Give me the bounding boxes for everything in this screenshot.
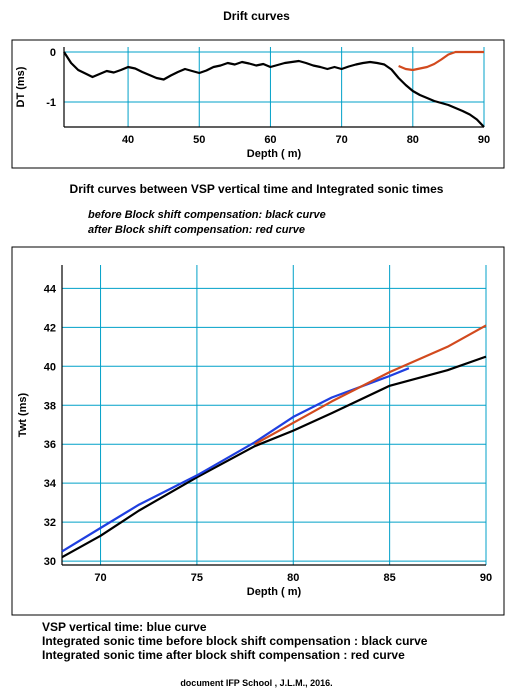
series-line-red <box>254 324 487 446</box>
twt-chart-frame <box>11 246 505 616</box>
y-tick-label: -1 <box>46 97 56 109</box>
x-axis-label: Depth ( m) <box>247 148 302 160</box>
credit-line: document IFP School , J.L.M., 2016. <box>180 678 333 688</box>
drift-chart: 40 50 60 70 80 90 0 -1 Depth ( m) DT (ms) <box>11 39 505 169</box>
drift-chart-title: Drift curves <box>223 9 290 23</box>
y-tick-label: 38 <box>44 400 56 412</box>
x-tick-label: 70 <box>94 572 106 584</box>
drift-caption: Drift curves between VSP vertical time a… <box>69 182 444 196</box>
y-tick-label: 42 <box>44 322 56 334</box>
legend-red: Integrated sonic time after block shift … <box>42 648 405 662</box>
legend-black: Integrated sonic time before block shift… <box>42 634 428 648</box>
y-axis-label: Twt (ms) <box>17 392 29 437</box>
x-tick-label: 75 <box>191 572 203 584</box>
x-tick-label: 60 <box>264 134 276 146</box>
y-tick-label: 34 <box>44 478 57 490</box>
series-line-black <box>63 51 485 128</box>
x-tick-label: 80 <box>287 572 299 584</box>
x-tick-label: 90 <box>478 134 490 146</box>
y-tick-label: 30 <box>44 556 56 568</box>
y-tick-label: 32 <box>44 517 56 529</box>
x-axis-label: Depth ( m) <box>247 586 302 598</box>
series-line-black <box>61 355 487 559</box>
x-tick-label: 90 <box>480 572 492 584</box>
y-tick-label: 36 <box>44 439 56 451</box>
x-tick-label: 80 <box>407 134 419 146</box>
drift-chart-frame <box>11 39 505 169</box>
x-tick-label: 85 <box>384 572 396 584</box>
legend-blue: VSP vertical time: blue curve <box>42 620 207 634</box>
y-tick-label: 40 <box>44 361 56 373</box>
y-axis-label: DT (ms) <box>15 66 27 107</box>
note-after: after Block shift compensation: red curv… <box>88 224 305 236</box>
series-line-red <box>398 50 484 72</box>
x-tick-label: 50 <box>193 134 205 146</box>
y-tick-label: 44 <box>44 283 57 295</box>
y-tick-label: 0 <box>50 47 56 59</box>
x-tick-label: 40 <box>122 134 134 146</box>
series-line-blue <box>61 367 410 553</box>
x-tick-label: 70 <box>336 134 348 146</box>
twt-chart: 70 75 80 85 90 30 32 34 36 38 40 42 44 Depth ( m) Twt … <box>11 246 505 616</box>
note-before: before Block shift compensation: black c… <box>88 209 326 221</box>
